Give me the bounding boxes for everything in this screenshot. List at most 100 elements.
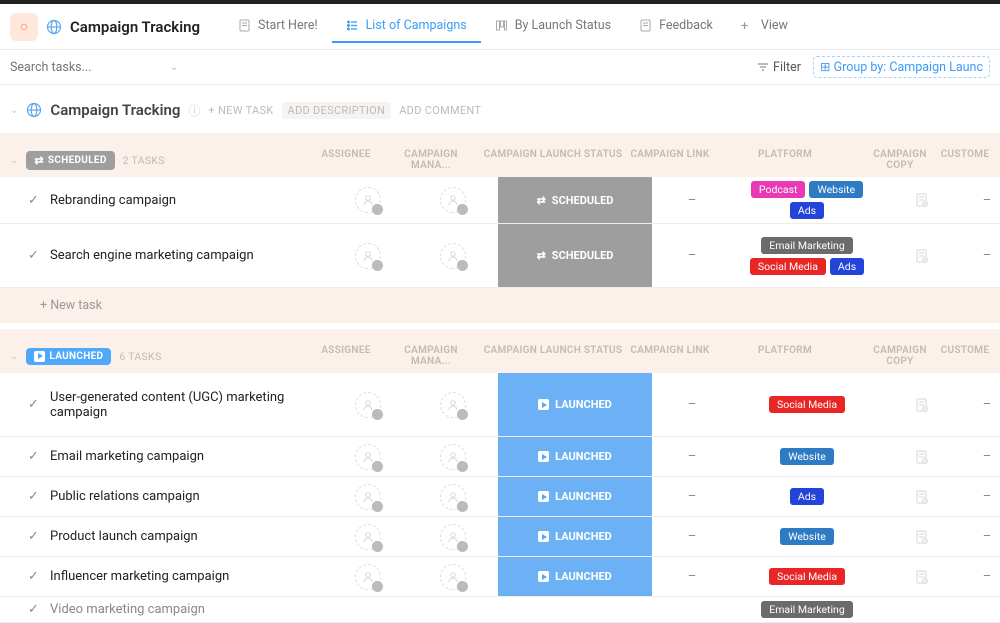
table-row[interactable]: ✓ Rebranding campaign + + ⇄SCHEDULED – P…: [0, 177, 1000, 224]
avatar-placeholder-icon[interactable]: +: [440, 444, 466, 470]
assignee-cell[interactable]: +: [328, 524, 408, 550]
platform-tag[interactable]: Ads: [790, 488, 824, 505]
avatar-placeholder-icon[interactable]: +: [440, 524, 466, 550]
launch-status-cell[interactable]: LAUNCHED: [498, 477, 652, 516]
link-cell[interactable]: –: [652, 529, 732, 544]
link-cell[interactable]: –: [652, 569, 732, 584]
collapse-icon[interactable]: ⌄: [10, 155, 18, 166]
copy-cell[interactable]: [882, 248, 962, 264]
manager-cell[interactable]: +: [408, 243, 498, 269]
table-row[interactable]: ✓ Email marketing campaign + + LAUNCHED …: [0, 437, 1000, 477]
customer-cell[interactable]: –: [962, 193, 1000, 208]
platform-cell[interactable]: PodcastWebsite Ads: [732, 177, 882, 223]
groupby-button[interactable]: ⊞ Group by: Campaign Launc: [813, 56, 990, 78]
task-name[interactable]: Influencer marketing campaign: [50, 569, 328, 584]
table-row[interactable]: ✓ Product launch campaign + + LAUNCHED –…: [0, 517, 1000, 557]
task-name[interactable]: Public relations campaign: [50, 489, 328, 504]
avatar-placeholder-icon[interactable]: +: [440, 484, 466, 510]
checkmark-icon[interactable]: ✓: [28, 529, 50, 544]
avatar-placeholder-icon[interactable]: +: [440, 564, 466, 590]
customer-cell[interactable]: –: [962, 569, 1000, 584]
avatar-placeholder-icon[interactable]: +: [355, 187, 381, 213]
customer-cell[interactable]: –: [962, 248, 1000, 263]
copy-cell[interactable]: [882, 529, 962, 545]
table-row[interactable]: ✓ Influencer marketing campaign + + LAUN…: [0, 557, 1000, 597]
task-name[interactable]: Product launch campaign: [50, 529, 328, 544]
checkmark-icon[interactable]: ✓: [28, 449, 50, 464]
collapse-icon[interactable]: ⌄: [10, 351, 18, 362]
new-task-link[interactable]: + New task: [0, 288, 1000, 323]
assignee-cell[interactable]: +: [328, 484, 408, 510]
checkmark-icon[interactable]: ✓: [28, 569, 50, 584]
avatar-placeholder-icon[interactable]: +: [355, 484, 381, 510]
manager-cell[interactable]: +: [408, 524, 498, 550]
platform-tag[interactable]: Website: [780, 448, 834, 465]
launch-status-cell[interactable]: ⇄SCHEDULED: [498, 177, 652, 223]
manager-cell[interactable]: +: [408, 444, 498, 470]
copy-cell[interactable]: [882, 489, 962, 505]
task-name[interactable]: Rebranding campaign: [50, 193, 328, 208]
avatar-placeholder-icon[interactable]: +: [440, 243, 466, 269]
checkmark-icon[interactable]: ✓: [28, 489, 50, 504]
assignee-cell[interactable]: +: [328, 444, 408, 470]
launch-status-cell[interactable]: LAUNCHED: [498, 373, 652, 436]
link-cell[interactable]: –: [652, 193, 732, 208]
manager-cell[interactable]: +: [408, 484, 498, 510]
platform-tag[interactable]: Email Marketing: [761, 601, 853, 618]
launch-status-cell[interactable]: LAUNCHED: [498, 517, 652, 556]
tab-by-launch-status[interactable]: By Launch Status: [481, 10, 625, 43]
link-cell[interactable]: –: [652, 489, 732, 504]
link-cell[interactable]: –: [652, 248, 732, 263]
search-input[interactable]: [10, 60, 150, 75]
avatar-placeholder-icon[interactable]: +: [355, 243, 381, 269]
avatar-placeholder-icon[interactable]: +: [440, 187, 466, 213]
platform-cell[interactable]: Social Media: [732, 564, 882, 589]
platform-tag[interactable]: Social Media: [769, 568, 845, 585]
filter-button[interactable]: Filter: [757, 60, 801, 75]
tab-list-of-campaigns[interactable]: List of Campaigns: [332, 10, 481, 43]
copy-cell[interactable]: [882, 192, 962, 208]
status-pill[interactable]: ⇄SCHEDULED: [26, 151, 114, 170]
tab-start-here-[interactable]: Start Here!: [224, 10, 332, 43]
launch-status-cell[interactable]: LAUNCHED: [498, 437, 652, 476]
table-row[interactable]: ✓ User-generated content (UGC) marketing…: [0, 373, 1000, 437]
customer-cell[interactable]: –: [962, 489, 1000, 504]
avatar-placeholder-icon[interactable]: +: [355, 444, 381, 470]
add-comment-button[interactable]: ADD COMMENT: [399, 104, 481, 117]
platform-tag[interactable]: Social Media: [750, 258, 826, 275]
copy-cell[interactable]: [882, 397, 962, 413]
platform-tag[interactable]: Podcast: [751, 181, 806, 198]
platform-tag[interactable]: Social Media: [769, 396, 845, 413]
copy-cell[interactable]: [882, 449, 962, 465]
platform-cell[interactable]: Ads: [732, 484, 882, 509]
platform-tag[interactable]: Ads: [790, 202, 824, 219]
avatar-placeholder-icon[interactable]: +: [440, 392, 466, 418]
copy-cell[interactable]: [882, 569, 962, 585]
customer-cell[interactable]: –: [962, 397, 1000, 412]
table-row[interactable]: ✓ Search engine marketing campaign + + ⇄…: [0, 224, 1000, 288]
customer-cell[interactable]: –: [962, 449, 1000, 464]
task-name[interactable]: Email marketing campaign: [50, 449, 328, 464]
assignee-cell[interactable]: +: [328, 392, 408, 418]
customer-cell[interactable]: –: [962, 529, 1000, 544]
chevron-down-icon[interactable]: ⌄: [150, 62, 198, 73]
info-icon[interactable]: ⓘ: [188, 102, 200, 119]
avatar-placeholder-icon[interactable]: +: [355, 564, 381, 590]
task-name[interactable]: Video marketing campaign: [50, 602, 328, 617]
platform-cell[interactable]: Social Media: [732, 392, 882, 417]
link-cell[interactable]: –: [652, 397, 732, 412]
checkmark-icon[interactable]: ✓: [28, 248, 50, 263]
platform-cell[interactable]: Email Marketing Social MediaAds: [732, 233, 882, 279]
collapse-icon[interactable]: ⌄: [10, 105, 18, 116]
app-icon[interactable]: ○: [10, 13, 38, 41]
platform-tag[interactable]: Website: [809, 181, 863, 198]
avatar-placeholder-icon[interactable]: +: [355, 524, 381, 550]
add-description-button[interactable]: ADD DESCRIPTION: [282, 102, 392, 119]
status-pill[interactable]: LAUNCHED: [26, 348, 111, 365]
task-name[interactable]: Search engine marketing campaign: [50, 248, 328, 263]
manager-cell[interactable]: +: [408, 392, 498, 418]
checkmark-icon[interactable]: ✓: [28, 397, 50, 412]
platform-tag[interactable]: Ads: [830, 258, 864, 275]
tab-view[interactable]: +View: [727, 10, 802, 43]
platform-tag[interactable]: Email Marketing: [761, 237, 853, 254]
